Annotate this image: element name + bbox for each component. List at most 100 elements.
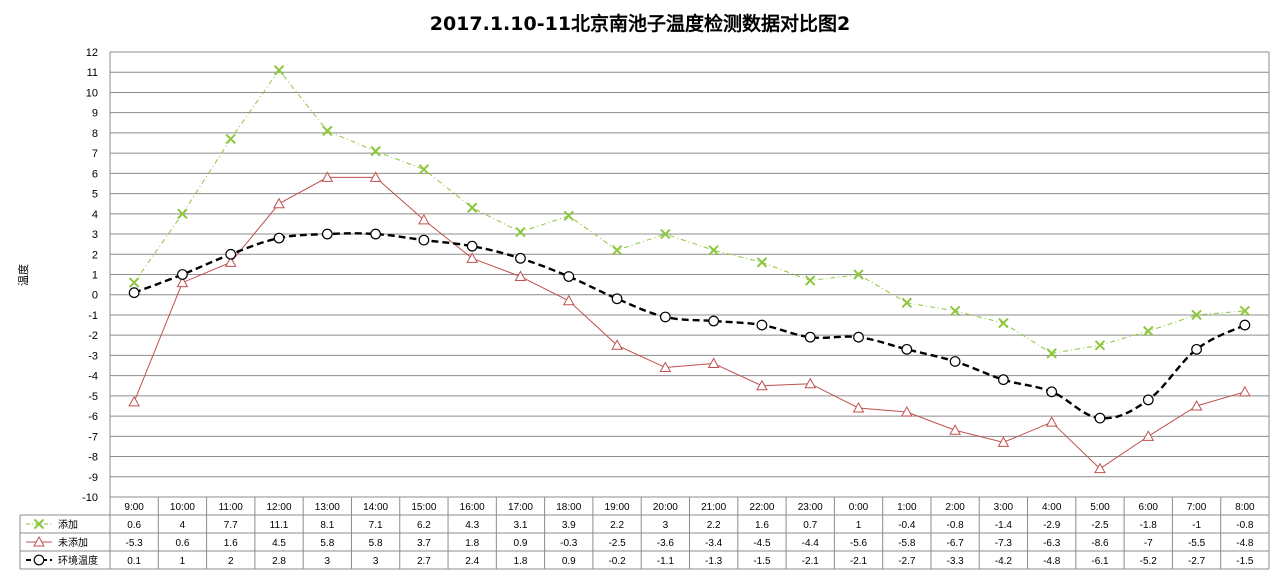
data-point-1 <box>369 171 382 182</box>
table-cell: 1.8 <box>465 538 479 549</box>
data-point-2 <box>853 331 864 343</box>
table-cell: 0.9 <box>562 556 576 567</box>
y-tick-label: 7 <box>92 148 98 160</box>
data-point-0 <box>177 208 188 220</box>
y-tick-label: 1 <box>92 270 98 282</box>
legend-marker-0 <box>33 518 45 530</box>
series-line-0 <box>133 69 1245 354</box>
data-point-2 <box>515 252 526 264</box>
y-tick-label: 5 <box>92 189 98 201</box>
table-cell: -3.6 <box>657 538 675 549</box>
data-point-1 <box>1094 462 1106 474</box>
data-point-2 <box>1046 386 1058 398</box>
legend-label-0: 添加 <box>58 518 78 531</box>
x-tick-label: 2:00 <box>945 502 965 513</box>
table-cell: -1.3 <box>705 556 723 567</box>
table-cell: -7 <box>1144 538 1153 549</box>
data-point-0 <box>273 64 285 76</box>
series-lines <box>133 69 1246 470</box>
data-point-1 <box>466 252 479 263</box>
table-cell: 3 <box>663 520 669 531</box>
data-point-1 <box>997 436 1010 447</box>
data-point-1 <box>1045 416 1058 427</box>
table-cell: 4.5 <box>272 538 286 549</box>
data-point-0 <box>1143 325 1154 337</box>
chart-title: 2017.1.10-11北京南池子温度检测数据对比图2 <box>430 12 851 35</box>
table-cell: -6.1 <box>1091 556 1109 567</box>
table-cell: 7.7 <box>224 520 238 531</box>
x-tick-label: 19:00 <box>605 502 630 513</box>
table-cell: 4 <box>180 520 186 531</box>
data-point-1 <box>514 270 527 282</box>
data-point-2 <box>273 232 285 244</box>
data-point-1 <box>804 377 817 389</box>
table-cell: 2.2 <box>707 520 721 531</box>
table-cell: 2.8 <box>272 556 286 567</box>
table-cell: -0.8 <box>946 520 964 531</box>
table-cell: -5.2 <box>1140 556 1158 567</box>
x-tick-label: 5:00 <box>1090 502 1110 513</box>
data-point-2 <box>370 228 382 240</box>
data-point-0 <box>949 305 961 317</box>
y-tick-label: 6 <box>92 168 98 180</box>
y-tick-label: -8 <box>88 452 98 464</box>
data-point-1 <box>707 357 720 368</box>
x-tick-label: 6:00 <box>1139 502 1159 513</box>
data-point-2 <box>1191 343 1202 355</box>
x-tick-label: 17:00 <box>508 502 533 513</box>
data-point-2 <box>997 374 1009 386</box>
y-tick-label: -7 <box>88 431 98 443</box>
x-tick-label: 9:00 <box>124 502 144 513</box>
data-point-1 <box>418 213 430 225</box>
table-cell: -2.9 <box>1043 520 1061 531</box>
x-tick-label: 0:00 <box>849 502 869 513</box>
table-cell: 5.8 <box>369 538 383 549</box>
data-point-2 <box>756 319 768 331</box>
table-cell: 2.2 <box>610 520 624 531</box>
x-tick-label: 20:00 <box>653 502 678 513</box>
table-cell: -0.4 <box>898 520 916 531</box>
x-tick-label: 15:00 <box>411 502 436 513</box>
table-cell: 0.6 <box>127 520 141 531</box>
x-tick-label: 4:00 <box>1042 502 1062 513</box>
table-cell: 8.1 <box>320 520 334 531</box>
data-point-1 <box>273 197 285 209</box>
data-point-1 <box>1239 385 1251 397</box>
data-point-1 <box>1142 430 1155 441</box>
data-point-0 <box>901 297 913 309</box>
y-tick-label: -6 <box>88 411 98 423</box>
table-cell: -0.2 <box>608 556 626 567</box>
data-point-1 <box>1190 399 1203 411</box>
series-line-1 <box>133 176 1245 470</box>
y-tick-label: -2 <box>88 330 98 342</box>
table-cell: -2.7 <box>1188 556 1206 567</box>
table-cell: -4.4 <box>802 538 820 549</box>
table-cell: -3.4 <box>705 538 723 549</box>
table-cell: 0.7 <box>803 520 817 531</box>
data-point-0 <box>998 317 1009 329</box>
x-tick-label: 14:00 <box>363 502 388 513</box>
data-point-0 <box>418 164 430 175</box>
table-cell: -0.3 <box>560 538 578 549</box>
table-cell: 2.4 <box>465 556 479 567</box>
legend-label-2: 环境温度 <box>58 554 98 567</box>
table-cell: 1.8 <box>514 556 528 567</box>
data-point-2 <box>949 356 961 367</box>
table-cell: -5.6 <box>850 538 868 549</box>
table-cell: 1.6 <box>755 520 769 531</box>
y-tick-label: 12 <box>86 47 98 59</box>
data-point-2 <box>708 315 720 327</box>
table-cell: -5.3 <box>126 538 144 549</box>
data-point-0 <box>1094 340 1106 351</box>
data-point-1 <box>756 379 768 391</box>
series-line-2 <box>133 232 1246 420</box>
legend-marker-1 <box>33 535 45 547</box>
data-point-0 <box>708 245 719 256</box>
data-point-2 <box>804 331 816 343</box>
table-cell: 0.9 <box>514 538 528 549</box>
y-tick-label: -4 <box>88 371 98 383</box>
data-point-2 <box>1239 319 1251 331</box>
data-table: 9:00 10:00 11:00 12:00 13:00 14:00 15:00 16:00 1… <box>19 496 1270 570</box>
